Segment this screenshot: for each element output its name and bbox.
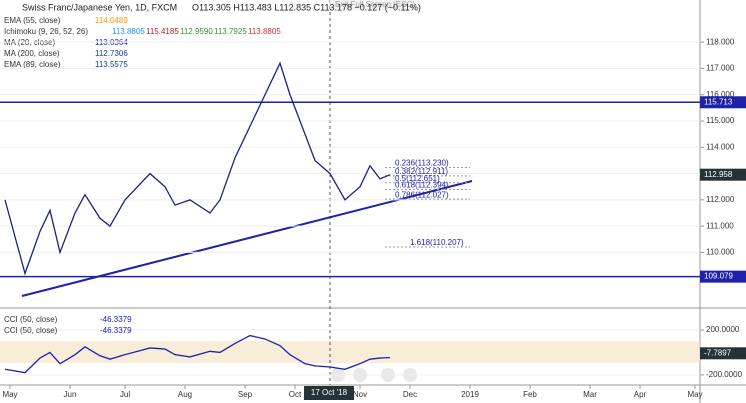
crosshair-date-box [304, 386, 354, 400]
last-label: 112.958 [704, 170, 733, 179]
indicator-name: MA (200, close) [4, 49, 60, 58]
indicator-name: Ichimoku (9, 26, 52, 26) [4, 27, 88, 36]
cci-legend: CCI (50, close) [4, 326, 58, 335]
fib-label: 0.5(112.651) [395, 174, 440, 183]
x-tick-label: Oct [289, 390, 302, 399]
series-line [4, 61, 391, 276]
y-tick-label: 112.000 [706, 195, 735, 204]
cci-band [0, 341, 700, 363]
x-tick-label: May [687, 390, 702, 399]
x-tick-label: Aug [178, 390, 192, 399]
cci-legend-value: -46.3379 [100, 315, 132, 324]
cci-legend-value: -46.3379 [100, 326, 132, 335]
indicator-value: 113.8805 [112, 27, 145, 36]
cci-legend: CCI (50, close) [4, 315, 58, 324]
ohlc: O113.305 H113.483 L112.835 C113.178 −0.1… [192, 2, 421, 12]
indicator-value: 114.0489 [95, 16, 128, 25]
indicator-name: EMA (55, close) [4, 16, 61, 25]
x-tick-label: May [2, 390, 17, 399]
fib-label: 0.786(112.027) [395, 190, 449, 199]
last-box [700, 168, 746, 181]
indicator-value: 115.4185 [146, 27, 179, 36]
level-box [700, 270, 746, 283]
title: Swiss Franc/Japanese Yen, 1D, FXCM [22, 2, 177, 12]
level-label: 115.713 [704, 97, 733, 106]
series-line [4, 334, 391, 374]
indicator-name: EMA (89, close) [4, 60, 61, 69]
x-tick-label: Feb [523, 390, 537, 399]
x-tick-label: Apr [634, 390, 647, 399]
x-tick-label: Nov [353, 390, 367, 399]
x-tick-label: Dec [403, 390, 417, 399]
fib-label: 0.236(113.230) [395, 159, 449, 168]
x-tick-label: Sep [238, 390, 253, 399]
exit-text[interactable]: Exit Full Screen (ESC) [335, 0, 415, 9]
x-tick-label: Jul [120, 390, 130, 399]
y-tick-label: 117.000 [706, 64, 735, 73]
indicator-value: 113.5575 [95, 60, 128, 69]
last-label: -7.7897 [704, 348, 732, 357]
y-tick-label: 200.0000 [706, 325, 740, 334]
y-tick-label: 110.000 [706, 248, 735, 257]
crosshair-date: 17 Oct '18 [311, 388, 348, 397]
x-tick-label: Mar [583, 390, 597, 399]
y-tick-label: 118.000 [706, 37, 735, 46]
exit-box [330, 0, 420, 10]
indicator-value: 113.8805 [248, 27, 281, 36]
fib-label: 0.382(112.911) [395, 167, 448, 176]
fib-label: 0.618(112.394) [395, 181, 449, 190]
y-tick-label: 116.000 [706, 90, 735, 99]
y-tick-label: 114.000 [706, 142, 735, 151]
indicator-value: 113.7925 [214, 27, 247, 36]
level-label: 109.079 [704, 272, 733, 281]
level-box [700, 96, 746, 109]
x-tick-label: Jun [64, 390, 77, 399]
y-tick-label: 111.000 [706, 221, 734, 230]
indicator-value: 112.9590 [180, 27, 213, 36]
last-box [700, 347, 746, 360]
indicator-value: 112.7306 [95, 49, 128, 58]
y-tick-label: 115.000 [706, 116, 735, 125]
y-tick-label: -200.0000 [706, 370, 743, 379]
fib-label: 1.618(110.207) [410, 238, 464, 247]
x-tick-label: 2019 [461, 390, 479, 399]
